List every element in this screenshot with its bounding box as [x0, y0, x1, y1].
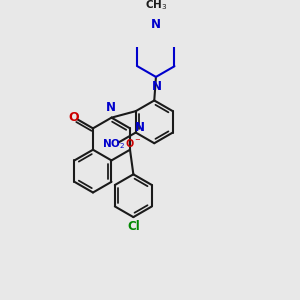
Text: O: O: [68, 111, 79, 124]
Text: N: N: [152, 80, 162, 93]
Text: Cl: Cl: [127, 220, 140, 233]
Text: N: N: [106, 101, 116, 114]
Text: CH$_3$: CH$_3$: [145, 0, 167, 12]
Text: O$^-$: O$^-$: [125, 137, 142, 149]
Text: N: N: [135, 121, 145, 134]
Text: NO$_2$: NO$_2$: [102, 137, 126, 151]
Text: N: N: [151, 18, 161, 31]
